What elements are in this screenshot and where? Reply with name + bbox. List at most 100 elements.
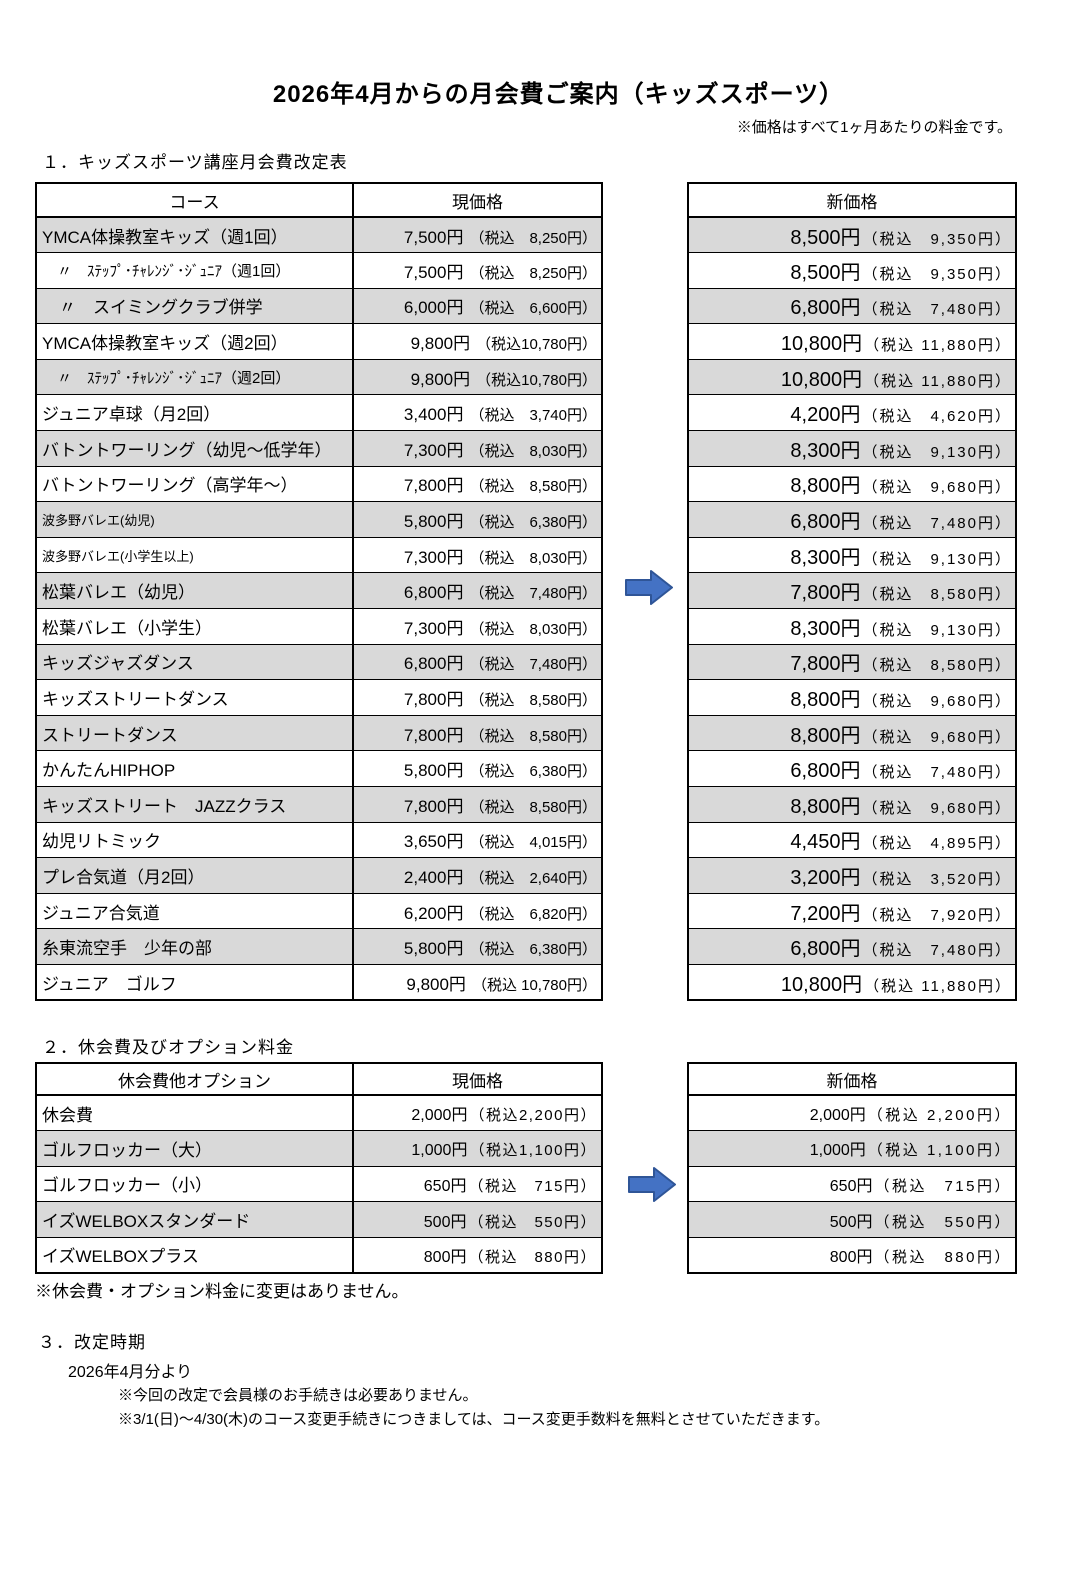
- new-price-cell: 8,300円 （税込 9,130円）: [687, 536, 1017, 574]
- course-name-cell: キッズストリートダンス: [35, 679, 354, 716]
- price-tax-included: （税込 6,820円）: [469, 905, 597, 923]
- price-tax-included: （税込 8,580円）: [469, 798, 597, 816]
- price-tax-included: （税込 550円）: [874, 1213, 1012, 1231]
- price-base: 9,800円: [410, 369, 471, 389]
- column-header-current-price: 現価格: [352, 1062, 603, 1096]
- current-price-cell: 6,000円 （税込 6,600円）: [352, 287, 603, 325]
- current-price-cell: 9,800円 （税込10,780円）: [352, 358, 603, 396]
- price-base: 7,500円: [403, 227, 464, 247]
- table-row: 2,000円 （税込 2,200円）: [687, 1094, 1017, 1132]
- table-row: 幼児リトミック 3,650円 （税込 4,015円）: [35, 821, 603, 859]
- course-name-cell: 波多野バレエ(小学生以上): [35, 536, 354, 574]
- table-body: 2,000円 （税込 2,200円） 1,000円 （税込 1,100円） 650円…: [687, 1094, 1017, 1274]
- table-row: 休会費 2,000円 （税込2,200円）: [35, 1094, 603, 1132]
- course-name-cell: 〃 スイミングクラブ併学: [35, 287, 354, 325]
- price-tax-included: （税込 9,130円）: [862, 621, 1012, 639]
- table-row: 松葉バレエ（幼児） 6,800円 （税込 7,480円）: [35, 572, 603, 610]
- section3-heading: ３．改定時期: [38, 1333, 146, 1352]
- price-tax-included: （税込 880円）: [468, 1248, 597, 1266]
- current-price-cell: 6,800円 （税込 7,480円）: [352, 643, 603, 681]
- current-price-cell: 7,500円 （税込 8,250円）: [352, 252, 603, 289]
- course-name-cell: YMCA体操教室キッズ（週1回）: [35, 216, 354, 254]
- current-price-cell: 7,800円 （税込 8,580円）: [352, 714, 603, 752]
- price-base: 5,800円: [403, 761, 464, 781]
- new-price-cell: 1,000円 （税込 1,100円）: [687, 1130, 1017, 1167]
- price-base: 6,800円: [790, 760, 861, 783]
- table-row: 8,500円 （税込 9,350円）: [687, 216, 1017, 254]
- option-name-cell: イズWELBOXプラス: [35, 1236, 354, 1274]
- no-procedure-note: ※今回の改定で会員様のお手続きは必要ありません。: [118, 1387, 478, 1404]
- new-price-cell: 4,450円 （税込 4,895円）: [687, 821, 1017, 859]
- new-price-cell: 10,800円 （税込 11,880円）: [687, 323, 1017, 360]
- table-row: 8,800円 （税込 9,680円）: [687, 714, 1017, 752]
- price-base: 9,800円: [406, 974, 466, 994]
- table-row: バトントワーリング（高学年～） 7,800円 （税込 8,580円）: [35, 465, 603, 503]
- new-price-cell: 6,800円 （税込 7,480円）: [687, 750, 1017, 787]
- price-base: 8,300円: [790, 617, 861, 640]
- table-row: イズWELBOXプラス 800円 （税込 880円）: [35, 1236, 603, 1274]
- table-row: ゴルフロッカー（小） 650円 （税込 715円）: [35, 1165, 603, 1203]
- price-tax-included: （税込 6,380円）: [469, 514, 597, 532]
- table-row: 4,450円 （税込 4,895円）: [687, 821, 1017, 859]
- price-tax-included: （税込 8,030円）: [469, 549, 597, 567]
- price-tax-included: （税込2,200円）: [469, 1107, 597, 1125]
- table-row: 8,800円 （税込 9,680円）: [687, 786, 1017, 823]
- course-name-cell: ジュニア合気道: [35, 892, 354, 930]
- table-row: 松葉バレエ（小学生） 7,300円 （税込 8,030円）: [35, 608, 603, 645]
- course-name-cell: 〃 ｽﾃｯﾌﾟ･ﾁｬﾚﾝｼﾞ･ｼﾞｭﾆｱ（週2回）: [35, 358, 354, 396]
- price-base: 3,400円: [403, 405, 464, 425]
- new-price-cell: 8,300円 （税込 9,130円）: [687, 608, 1017, 645]
- price-base: 4,200円: [790, 404, 861, 427]
- price-base: 6,000円: [403, 298, 464, 318]
- table-row: 500円 （税込 550円）: [687, 1201, 1017, 1238]
- price-tax-included: （税込 11,880円）: [864, 372, 1012, 390]
- price-base: 3,200円: [790, 866, 861, 889]
- table-row: 糸東流空手 少年の部 5,800円 （税込 6,380円）: [35, 928, 603, 965]
- table-header: 新価格: [687, 182, 1017, 218]
- page-title: 2026年4月からの月会費ご案内（キッズスポーツ）: [272, 81, 845, 108]
- price-tax-included: （税込 2,640円）: [469, 869, 597, 887]
- price-tax-included: （税込 8,250円）: [469, 264, 597, 282]
- price-tax-included: （税込 8,580円）: [862, 586, 1012, 604]
- price-tax-included: （税込 6,380円）: [469, 763, 597, 781]
- table-header: コース 現価格: [35, 182, 603, 218]
- price-tax-included: （税込 4,015円）: [469, 834, 597, 852]
- table-row: 〃 ｽﾃｯﾌﾟ･ﾁｬﾚﾝｼﾞ･ｼﾞｭﾆｱ（週2回） 9,800円 （税込10,78…: [35, 358, 603, 396]
- price-tax-included: （税込 715円）: [468, 1177, 597, 1195]
- table-body: YMCA体操教室キッズ（週1回） 7,500円 （税込 8,250円） 〃 ｽﾃｯ…: [35, 216, 603, 1001]
- table-row: 8,300円 （税込 9,130円）: [687, 430, 1017, 467]
- price-tax-included: （税込 6,600円）: [469, 300, 597, 318]
- price-tax-included: （税込 9,130円）: [862, 443, 1012, 461]
- table-row: 8,800円 （税込 9,680円）: [687, 465, 1017, 503]
- new-price-cell: 4,200円 （税込 4,620円）: [687, 394, 1017, 432]
- price-base: 8,800円: [790, 475, 861, 498]
- table-row: 6,800円 （税込 7,480円）: [687, 750, 1017, 787]
- price-tax-included: （税込 8,580円）: [469, 727, 597, 745]
- price-base: 7,300円: [403, 547, 464, 567]
- price-base: 9,800円: [410, 334, 471, 354]
- price-tax-included: （税込 10,780円）: [471, 976, 597, 994]
- option-name-cell: ゴルフロッカー（小）: [35, 1165, 354, 1203]
- price-base: 8,300円: [790, 439, 861, 462]
- course-name-cell: ジュニア ゴルフ: [35, 963, 354, 1001]
- price-base: 8,800円: [790, 724, 861, 747]
- kids-course-current-price-table: コース 現価格 YMCA体操教室キッズ（週1回） 7,500円 （税込 8,250…: [35, 182, 603, 1002]
- price-base: 2,400円: [403, 867, 464, 887]
- column-header-new-price: 新価格: [687, 182, 1017, 218]
- column-header-option: 休会費他オプション: [35, 1062, 354, 1096]
- price-base: 7,800円: [403, 725, 464, 745]
- price-base: 1,000円: [411, 1142, 468, 1160]
- table-row: ジュニア卓球（月2回） 3,400円 （税込 3,740円）: [35, 394, 603, 432]
- table-row: ジュニア ゴルフ 9,800円 （税込 10,780円）: [35, 963, 603, 1001]
- price-tax-included: （税込 3,520円）: [862, 870, 1012, 888]
- table-row: 8,300円 （税込 9,130円）: [687, 536, 1017, 574]
- new-price-cell: 8,500円 （税込 9,350円）: [687, 252, 1017, 289]
- price-base: 1,000円: [809, 1142, 866, 1160]
- price-tax-included: （税込 715円）: [874, 1177, 1012, 1195]
- price-tax-included: （税込 7,480円）: [862, 301, 1012, 319]
- right-arrow-icon: [624, 567, 674, 608]
- table-row: キッズストリートダンス 7,800円 （税込 8,580円）: [35, 679, 603, 716]
- price-base: 8,300円: [790, 546, 861, 569]
- price-base: 7,300円: [403, 618, 464, 638]
- course-name-cell: 幼児リトミック: [35, 821, 354, 859]
